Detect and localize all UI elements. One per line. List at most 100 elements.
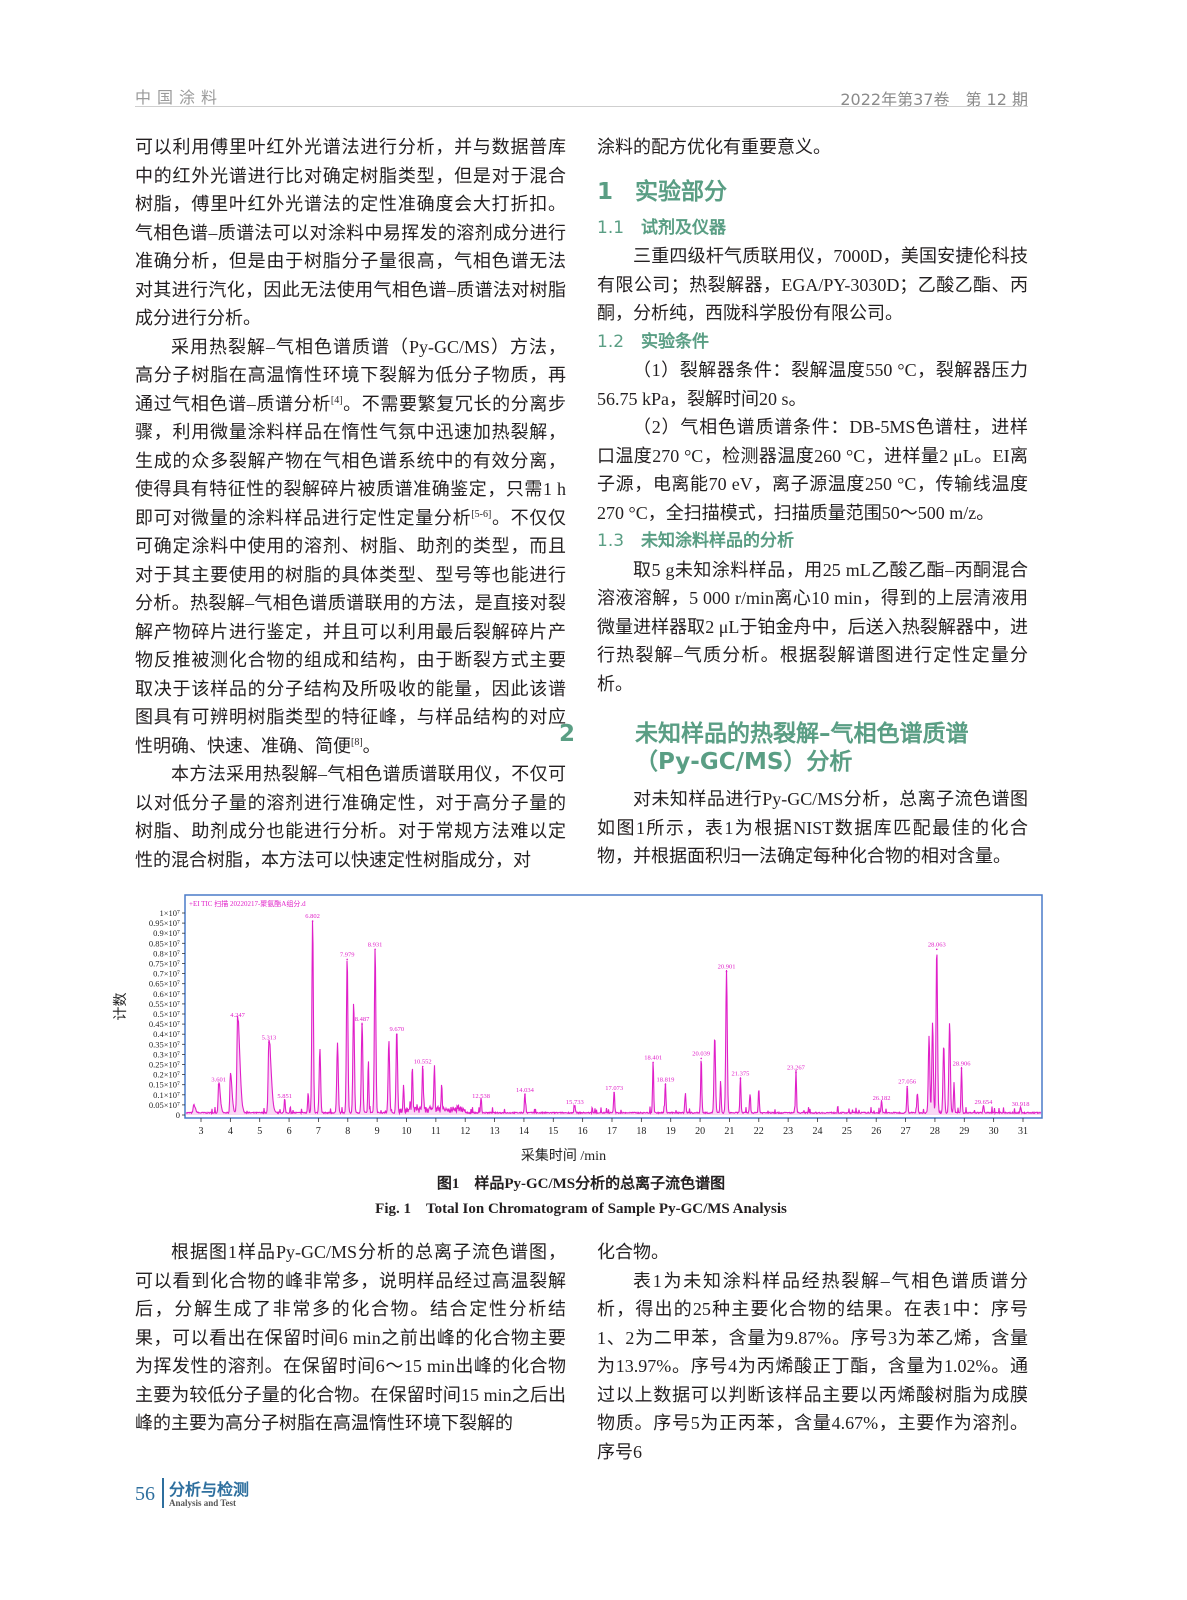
x-tick-label: 5 — [257, 1126, 262, 1137]
paragraph: （1）裂解器条件：裂解温度550 °C，裂解器压力56.75 kPa，裂解时间2… — [597, 360, 1028, 409]
text-run: 。不仅仅可确定涂料中使用的溶剂、树脂、助剂的类型，而且对于其主要使用的树脂的具体… — [135, 507, 567, 756]
y-tick-label: 0.3×10⁷ — [153, 1049, 180, 1059]
x-tick-label: 8 — [345, 1126, 350, 1137]
y-tick-label: 0.8×10⁷ — [153, 948, 180, 958]
peak-label: 20.039 — [692, 1050, 710, 1057]
peak-apex-point — [480, 1100, 482, 1102]
header-divider — [135, 106, 1028, 107]
peak-apex-point — [374, 948, 376, 951]
peak-label: 21.375 — [732, 1071, 750, 1078]
peak-label: 17.073 — [605, 1085, 623, 1092]
peak-label: 30.918 — [1012, 1101, 1030, 1108]
peak-apex-point — [346, 958, 348, 961]
tic-chromatogram-chart: +EI TIC 扫描 20220217-聚氨酯A组分.d00.05×10⁷0.1… — [113, 894, 1043, 1164]
section-number: 1.1 — [597, 217, 625, 238]
peak-label: 29.654 — [975, 1099, 994, 1106]
paragraph: 可以利用傅里叶红外光谱法进行分析，并与数据普库中的红外光谱进行比对确定树脂类型，… — [135, 133, 566, 333]
y-tick-label: 0.05×10⁷ — [149, 1100, 180, 1110]
x-tick-label: 28 — [930, 1126, 940, 1137]
y-tick-label: 0.9×10⁷ — [153, 928, 180, 938]
peak-apex-point — [421, 1065, 424, 1068]
text-run: 可以利用傅里叶红外光谱法进行分析，并与数据普库中的红外光谱进行比对确定树脂类型，… — [135, 137, 566, 328]
x-tick-label: 10 — [402, 1126, 412, 1137]
peak-label: 10.552 — [414, 1059, 432, 1066]
y-tick-label: 0.35×10⁷ — [149, 1039, 180, 1049]
y-tick-label: 0.2×10⁷ — [153, 1070, 180, 1080]
right-column-top: 涂料的配方优化有重要意义。 1 实验部分 1.1 试剂及仪器 三重四级杆气质联用仪，… — [559, 133, 1028, 871]
x-tick-label: 19 — [666, 1126, 676, 1137]
peak-area-fill — [186, 921, 1041, 1115]
text-run: 。不需要繁复冗长的分离步骤，利用微量涂料样品在惰性气氛中迅速加热裂解，生成的众多… — [135, 393, 567, 528]
section-title: 未知涂料样品的分析 — [641, 531, 794, 551]
paragraph: 取5 g未知涂料样品，用25 mL乙酸乙酯–丙酮混合溶液溶解，5 000 r/m… — [597, 559, 1028, 694]
left-column-top: 可以利用傅里叶红外光谱法进行分析，并与数据普库中的红外光谱进行比对确定树脂类型，… — [135, 133, 566, 874]
y-tick-label: 0.5×10⁷ — [153, 1009, 180, 1019]
peak-apex-point — [613, 1091, 615, 1094]
tic-trace-line — [185, 921, 1042, 1116]
journal-name: 中国涂料 — [135, 88, 224, 107]
peak-label: 20.901 — [718, 964, 736, 971]
peak-label: 12.538 — [472, 1093, 490, 1100]
x-tick-label: 18 — [636, 1126, 646, 1137]
peak-label: 8.487 — [355, 1016, 370, 1023]
x-tick-label: 31 — [1018, 1126, 1028, 1137]
peak-label: 28.063 — [928, 941, 946, 948]
footer-divider — [162, 1478, 164, 1508]
peak-label: 6.802 — [305, 913, 320, 920]
paragraph: 三重四级杆气质联用仪，7000D，美国安捷伦科技有限公司；热裂解器，EGA/PY… — [597, 246, 1028, 323]
peak-apex-point — [906, 1085, 909, 1088]
text-run: 本方法采用热裂解–气相色谱质谱联用仪，不仅可以对低分子量的溶剂进行准确定性，对于… — [135, 764, 566, 870]
section-number: 1 — [597, 178, 614, 205]
peak-apex-point — [725, 970, 728, 973]
x-tick-label: 13 — [490, 1126, 500, 1137]
peak-apex-point — [574, 1106, 576, 1108]
x-tick-label: 6 — [287, 1126, 292, 1137]
peak-apex-point — [524, 1094, 526, 1096]
section-title: 实验条件 — [641, 331, 709, 352]
x-tick-label: 26 — [871, 1126, 881, 1137]
peak-apex-point — [217, 1083, 220, 1086]
peak-apex-point — [283, 1100, 286, 1102]
paragraph: 本方法采用热裂解–气相色谱质谱联用仪，不仅可以对低分子量的溶剂进行准确定性，对于… — [135, 760, 566, 874]
x-tick-label: 4 — [228, 1126, 233, 1137]
y-tick-label: 0.25×10⁷ — [149, 1060, 180, 1070]
peak-apex-point — [361, 1023, 363, 1025]
peak-label: 9.670 — [389, 1026, 404, 1033]
plot-frame — [184, 894, 1043, 1119]
text-run: 采用热裂解–气相色谱质谱（Py-GC/MS）方法，高分子树脂在高温惰性环境下裂解… — [135, 336, 566, 414]
text-run: 。 — [362, 735, 381, 756]
y-tick-label: 0.65×10⁷ — [149, 979, 180, 989]
x-tick-label: 3 — [199, 1126, 204, 1137]
peak-label: 15.733 — [566, 1099, 584, 1106]
citation-ref: [4] — [330, 394, 343, 406]
x-tick-label: 21 — [724, 1126, 734, 1137]
peak-apex-point — [652, 1061, 654, 1064]
y-tick-label: 0.15×10⁷ — [149, 1080, 180, 1090]
paragraph: 对未知样品进行Py-GC/MS分析，总离子流色谱图如图1所示，表1为根据NIST… — [597, 789, 1028, 866]
y-tick-label: 0.75×10⁷ — [149, 959, 180, 969]
peak-label: 3.601 — [211, 1077, 226, 1084]
peak-label: 27.056 — [898, 1079, 917, 1086]
citation-ref: [8] — [351, 736, 363, 748]
x-tick-label: 7 — [316, 1126, 321, 1137]
x-tick-label: 17 — [607, 1126, 617, 1137]
x-tick-label: 11 — [431, 1126, 441, 1137]
x-tick-label: 30 — [989, 1126, 999, 1137]
x-tick-label: 27 — [901, 1126, 911, 1137]
y-tick-label: 0.4×10⁷ — [153, 1029, 180, 1039]
peak-label: 28.906 — [953, 1061, 972, 1068]
peak-apex-point — [960, 1067, 963, 1070]
x-tick-label: 14 — [519, 1126, 529, 1137]
peak-label: 4.247 — [230, 1012, 245, 1019]
y-tick-label: 0.6×10⁷ — [153, 989, 180, 999]
paragraph: 化合物。 — [597, 1242, 669, 1262]
peak-label: 5.313 — [262, 1034, 277, 1041]
x-tick-label: 24 — [813, 1126, 823, 1137]
section-heading-1-3: 1.3 未知涂料样品的分析 — [597, 527, 1028, 556]
x-tick-label: 25 — [842, 1126, 852, 1137]
y-tick-label: 0.85×10⁷ — [149, 938, 180, 948]
x-tick-label: 22 — [754, 1126, 764, 1137]
y-tick-label: 0.55×10⁷ — [149, 999, 180, 1009]
x-tick-label: 15 — [548, 1126, 558, 1137]
peak-label: 8.931 — [368, 941, 383, 948]
